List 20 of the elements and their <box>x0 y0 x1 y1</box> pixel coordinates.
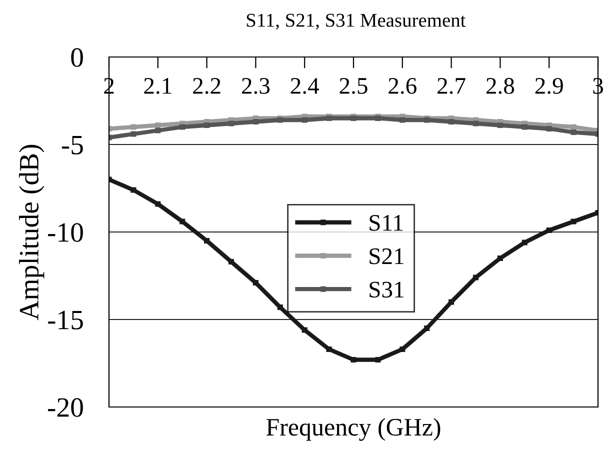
x-tick-label: 2.2 <box>193 78 220 94</box>
y-tick-label: -15 <box>48 310 83 330</box>
legend-label: S21 <box>370 248 404 264</box>
x-tick-label: 2.3 <box>242 78 270 94</box>
x-tick-label: 2.9 <box>535 78 563 94</box>
x-tick-label: 2.7 <box>438 78 466 94</box>
x-tick-label: 2.4 <box>290 78 319 94</box>
x-tick-label: 2.1 <box>144 78 172 94</box>
chart-title: S11, S21, S31 Measurement <box>246 14 466 30</box>
x-tick-label: 2.5 <box>340 78 368 94</box>
y-tick-label: -20 <box>48 398 83 417</box>
y-tick-label: -10 <box>48 223 83 242</box>
legend-label: S31 <box>370 282 404 298</box>
x-axis-title: Frequency (GHz) <box>266 418 440 441</box>
y-tick-label: 0 <box>71 48 83 67</box>
y-axis-title: Amplitude (dB) <box>19 144 44 320</box>
x-tick-label: 2.6 <box>388 78 416 94</box>
y-tick-label: -5 <box>62 136 83 154</box>
x-tick-label: 2.8 <box>486 78 514 94</box>
legend-label: S11 <box>370 215 403 231</box>
